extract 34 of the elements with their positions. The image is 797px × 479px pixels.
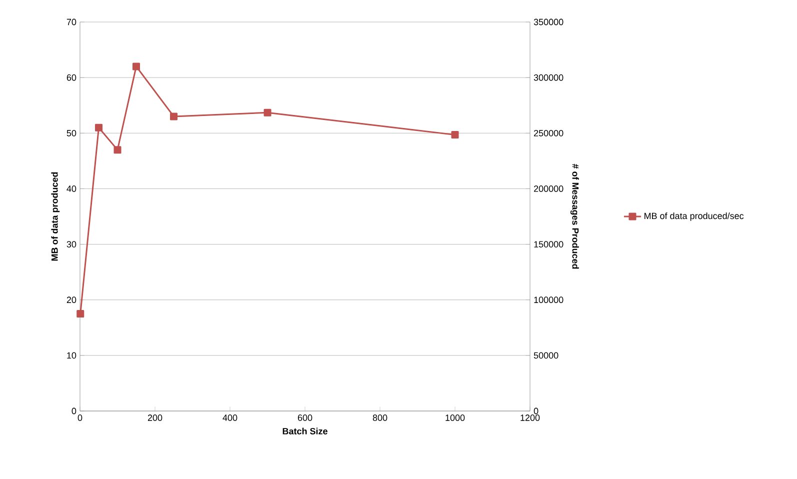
point	[76, 310, 84, 318]
y2-tick-label: 350000	[534, 18, 564, 26]
point	[170, 112, 178, 120]
y-tick-label: 50	[66, 130, 76, 136]
y2-axis-title: # of Messages Produced	[570, 164, 579, 269]
point	[451, 131, 459, 139]
x-tick-label: 800	[372, 414, 388, 421]
y2-tick-label: 100000	[534, 296, 564, 304]
y-tick-label: 0	[72, 408, 76, 414]
y2-tick-label: 50000	[534, 352, 558, 359]
y-tick-label: 10	[67, 352, 76, 359]
y-axis-title: MB of data produced	[51, 172, 60, 261]
y-tick-label: 70	[66, 18, 76, 26]
point	[264, 108, 272, 116]
x-tick-label: 0	[78, 414, 82, 421]
y-tick-label: 20	[66, 296, 76, 304]
x-tick-label: 400	[222, 414, 238, 421]
y2-tick-label: 0	[534, 408, 538, 414]
y2-tick-label: 150000	[534, 241, 564, 248]
legend-label: MB of data produced/sec	[644, 212, 744, 221]
point	[95, 124, 102, 132]
y2-tick-label: 300000	[534, 74, 564, 81]
y2-tick-label: 200000	[534, 186, 564, 192]
x-axis-title: Batch Size	[282, 428, 328, 434]
y-tick-label: 30	[66, 241, 76, 248]
point	[114, 146, 122, 154]
y2-tick-label: 250000	[534, 130, 564, 136]
y-tick-label: 40	[66, 186, 76, 192]
y-tick-label: 60	[66, 74, 76, 81]
x-tick-label: 1000	[446, 414, 465, 421]
x-tick-label: 200	[148, 414, 162, 421]
x-tick-label: 1200	[520, 414, 540, 421]
point	[132, 62, 140, 70]
x-tick-label: 600	[298, 414, 312, 421]
